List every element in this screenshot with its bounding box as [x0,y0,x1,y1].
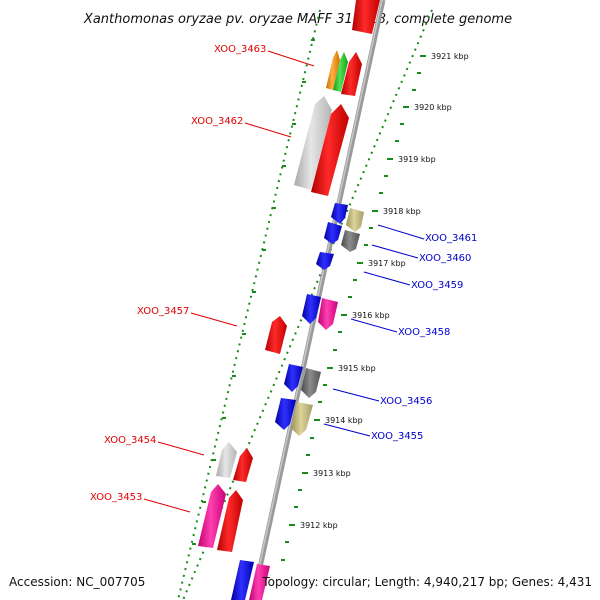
leader-line [157,441,205,456]
gene-label-xoo-3461[interactable]: XOO_3461 [425,233,477,244]
gene-arrow-pink[interactable] [198,484,226,548]
forward-gene-labels: XOO_3463 XOO_3462 XOO_3457 XOO_3454 XOO_… [90,44,315,513]
gene-arrow-red[interactable] [311,104,349,196]
leader-line [350,318,398,333]
reverse-genes [231,203,364,600]
gene-label-xoo-3459[interactable]: XOO_3459 [411,280,463,291]
gene-arrow-red[interactable] [217,490,243,552]
tick-label: 3916 kbp [352,311,390,320]
leader-line [267,50,315,67]
gene-label-xoo-3463[interactable]: XOO_3463 [214,44,266,55]
gene-arrow-green[interactable] [333,52,348,92]
gene-label-xoo-3458[interactable]: XOO_3458 [398,327,450,338]
gene-arrow-blue[interactable] [316,252,334,270]
minor-ticks [192,39,421,561]
gene-label-xoo-3456[interactable]: XOO_3456 [380,396,432,407]
gene-label-xoo-3455[interactable]: XOO_3455 [371,431,423,442]
gene-label-xoo-3453[interactable]: XOO_3453 [90,492,142,503]
forward-genes [198,0,380,552]
gene-arrow-grey[interactable] [216,442,237,478]
gene-arrow-red[interactable] [233,448,253,482]
gene-arrow-blue[interactable] [284,364,303,392]
gene-arrow-orange[interactable] [326,50,340,90]
leader-line [377,224,425,240]
gene-arrow-blue[interactable] [302,294,321,324]
tick-label: 3920 kbp [414,103,452,112]
gene-arrow-red[interactable] [341,52,362,96]
gene-arrow-darkgrey[interactable] [341,230,360,252]
gene-arrow-khaki[interactable] [291,402,313,436]
genome-title: Xanthomonas oryzae pv. oryzae MAFF 31101… [83,12,512,27]
reverse-gene-labels: XOO_3461 XOO_3460 XOO_3459 XOO_3458 XOO_… [323,224,477,442]
leader-line [244,122,292,138]
gene-arrow-blue[interactable] [275,398,296,430]
tick-label: 3919 kbp [398,155,436,164]
tick-label: 3917 kbp [368,259,406,268]
gene-arrow-red[interactable] [352,0,380,34]
gene-label-xoo-3454[interactable]: XOO_3454 [104,435,156,446]
tick-label: 3918 kbp [383,207,421,216]
tick-label: 3915 kbp [338,364,376,373]
leader-line [363,271,411,286]
leader-line [332,388,380,402]
tick-label: 3921 kbp [431,52,469,61]
scale-track-outer [182,9,433,600]
accession-text: Accession: NC_007705 [9,575,145,589]
scale-track-inner [177,9,321,600]
gene-label-xoo-3462[interactable]: XOO_3462 [191,116,243,127]
gene-arrow-grey[interactable] [294,96,332,190]
gene-arrow-blue[interactable] [324,222,342,244]
tick-label: 3912 kbp [300,521,338,530]
leader-line [143,498,191,513]
leader-line [323,423,371,437]
gene-arrow-blue[interactable] [331,203,348,224]
gene-arrow-darkgrey[interactable] [301,368,321,398]
leader-line [371,244,419,259]
gene-arrow-pink[interactable] [318,298,338,330]
gene-label-xoo-3460[interactable]: XOO_3460 [419,253,471,264]
gene-arrow-pink[interactable] [249,564,270,600]
leader-line [190,312,238,327]
gene-label-xoo-3457[interactable]: XOO_3457 [137,306,189,317]
topology-text: Topology: circular; Length: 4,940,217 bp… [261,575,592,589]
gene-arrow-blue[interactable] [231,560,254,600]
gene-arrow-khaki[interactable] [346,208,364,232]
tick-label: 3913 kbp [313,469,351,478]
kbp-ticks: 3921 kbp 3920 kbp 3919 kbp 3918 kbp 3917… [289,52,469,530]
tick-label: 3914 kbp [325,416,363,425]
gene-arrow-red[interactable] [265,316,287,354]
